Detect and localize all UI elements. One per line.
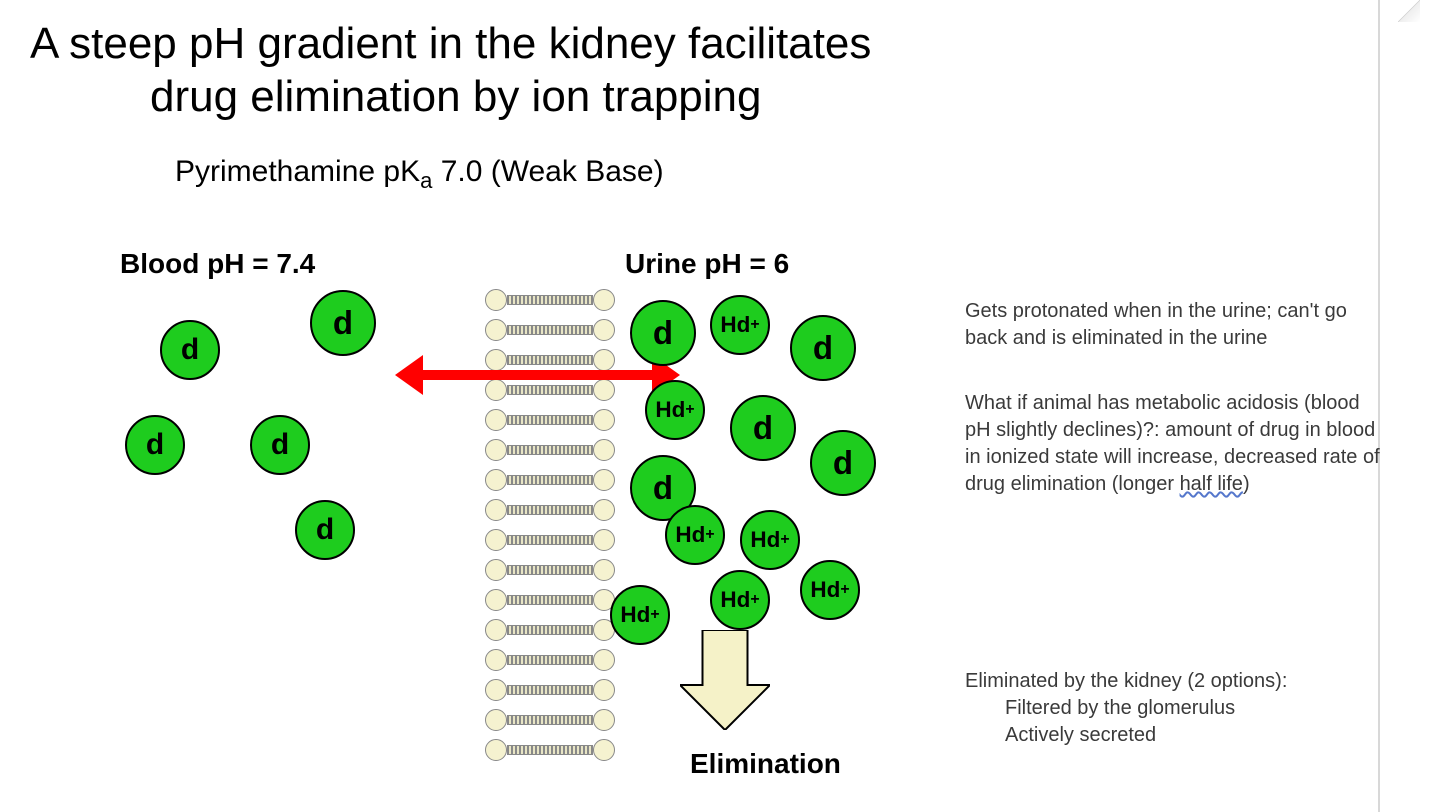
lipid-row	[485, 465, 615, 495]
note-kidney-opt2: Actively secreted	[1005, 722, 1156, 749]
note-kidney-opt1: Filtered by the glomerulus	[1005, 695, 1235, 722]
urine-molecule: d	[810, 430, 876, 496]
lipid-row	[485, 615, 615, 645]
ion-trapping-diagram: ddddddHd+dHd+dddHd+Hd+Hd+Hd+Hd+	[90, 230, 940, 770]
lipid-row	[485, 495, 615, 525]
lipid-row	[485, 735, 615, 765]
title-line-2: drug elimination by ion trapping	[150, 72, 762, 121]
page-corner	[1398, 0, 1420, 22]
lipid-row	[485, 555, 615, 585]
blood-molecule: d	[295, 500, 355, 560]
lipid-row	[485, 705, 615, 735]
urine-molecule: Hd+	[740, 510, 800, 570]
urine-molecule: d	[730, 395, 796, 461]
note-acidosis-c: )	[1243, 473, 1250, 495]
note-kidney-options: Eliminated by the kidney (2 options): Fi…	[965, 668, 1385, 749]
elimination-label: Elimination	[690, 748, 841, 780]
lipid-row	[485, 405, 615, 435]
subtitle-drug: Pyrimethamine pK	[175, 155, 420, 188]
urine-molecule: Hd+	[710, 295, 770, 355]
subtitle-rest: 7.0 (Weak Base)	[432, 155, 663, 188]
lipid-row	[485, 435, 615, 465]
urine-molecule: Hd+	[710, 570, 770, 630]
note-half-life: half life	[1180, 473, 1243, 495]
blood-molecule: d	[125, 415, 185, 475]
blood-molecule: d	[310, 290, 376, 356]
subscript-a: a	[420, 168, 432, 193]
note-kidney-head: Eliminated by the kidney (2 options):	[965, 670, 1287, 692]
lipid-row	[485, 525, 615, 555]
lipid-row	[485, 645, 615, 675]
urine-molecule: Hd+	[610, 585, 670, 645]
title-line-1: A steep pH gradient in the kidney facili…	[30, 19, 871, 68]
note-acidosis-a: What if animal has metabolic acidosis (b…	[965, 392, 1380, 495]
urine-molecule: Hd+	[665, 505, 725, 565]
elimination-arrow-icon	[680, 630, 770, 730]
urine-molecule: d	[790, 315, 856, 381]
lipid-row	[485, 315, 615, 345]
lipid-row	[485, 585, 615, 615]
page-title: A steep pH gradient in the kidney facili…	[30, 18, 871, 124]
drug-subtitle: Pyrimethamine pKa 7.0 (Weak Base)	[175, 155, 664, 194]
urine-molecule: d	[630, 300, 696, 366]
lipid-row	[485, 675, 615, 705]
note-acidosis: What if animal has metabolic acidosis (b…	[965, 390, 1385, 498]
urine-molecule: Hd+	[645, 380, 705, 440]
note-protonated: Gets protonated when in the urine; can't…	[965, 298, 1385, 352]
bidirectional-arrow-icon	[395, 355, 680, 395]
blood-molecule: d	[160, 320, 220, 380]
urine-molecule: Hd+	[800, 560, 860, 620]
blood-molecule: d	[250, 415, 310, 475]
lipid-row	[485, 285, 615, 315]
